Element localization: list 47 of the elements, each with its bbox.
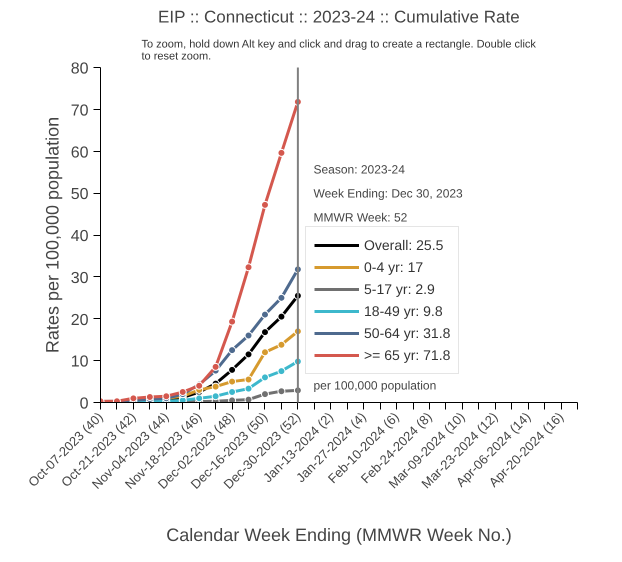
point: [244, 332, 253, 340]
point: [228, 318, 236, 326]
legend-label: 50-64 yr: 31.8: [364, 325, 450, 341]
legend-label: 18-49 yr: 9.8: [364, 303, 443, 319]
point: [277, 294, 286, 302]
annotation: Season: 2023-24: [314, 162, 406, 176]
y-tick-label: 10: [70, 354, 89, 371]
legend-label: Overall: 25.5: [364, 237, 444, 253]
point: [260, 328, 269, 336]
point: [277, 387, 286, 396]
y-tick-label: 50: [70, 186, 89, 204]
y-tick-label: 80: [70, 60, 89, 78]
annotation: MMWR Week: 52: [314, 210, 408, 224]
point: [244, 375, 253, 384]
point: [228, 346, 236, 354]
point: [277, 312, 286, 321]
y-tick-label: 30: [70, 270, 89, 287]
point: [260, 310, 269, 319]
point: [244, 350, 253, 358]
point: [260, 348, 269, 356]
point: [277, 148, 286, 157]
point: [244, 384, 253, 393]
chart-title: EIP :: Connecticut :: 2023-24 :: Cumulative Rate: [158, 8, 520, 26]
point: [260, 390, 269, 398]
y-axis-title: Rates per 100,000 population: [42, 116, 63, 354]
point: [228, 396, 236, 402]
point: [277, 367, 286, 376]
chart-subtitle: To zoom, hold down Alt key and click and drag to create a rectangle. Double click to reset zoom.: [142, 38, 536, 62]
point: [260, 373, 269, 382]
point: [244, 396, 253, 402]
legend-label: 5-17 yr: 2.9: [364, 281, 435, 297]
point: [228, 378, 236, 386]
y-tick-label: 60: [70, 144, 89, 162]
point: [277, 340, 286, 349]
point: [212, 382, 220, 391]
y-tick-label: 20: [70, 312, 89, 329]
annotation: Week Ending: Dec 30, 2023: [314, 186, 464, 200]
point: [212, 392, 220, 400]
x-axis-title: Calendar Week Ending (MMWR Week No.): [166, 525, 512, 546]
legend-label: >= 65 yr: 71.8: [364, 347, 450, 363]
legend-label: 0-4 yr: 17: [364, 259, 424, 275]
point: [212, 362, 220, 371]
annotation: per 100,000 population: [314, 378, 436, 392]
y-tick-label: 70: [70, 102, 89, 120]
point: [228, 366, 236, 374]
y-tick-label: 0: [80, 396, 89, 412]
y-tick-label: 40: [70, 228, 89, 245]
